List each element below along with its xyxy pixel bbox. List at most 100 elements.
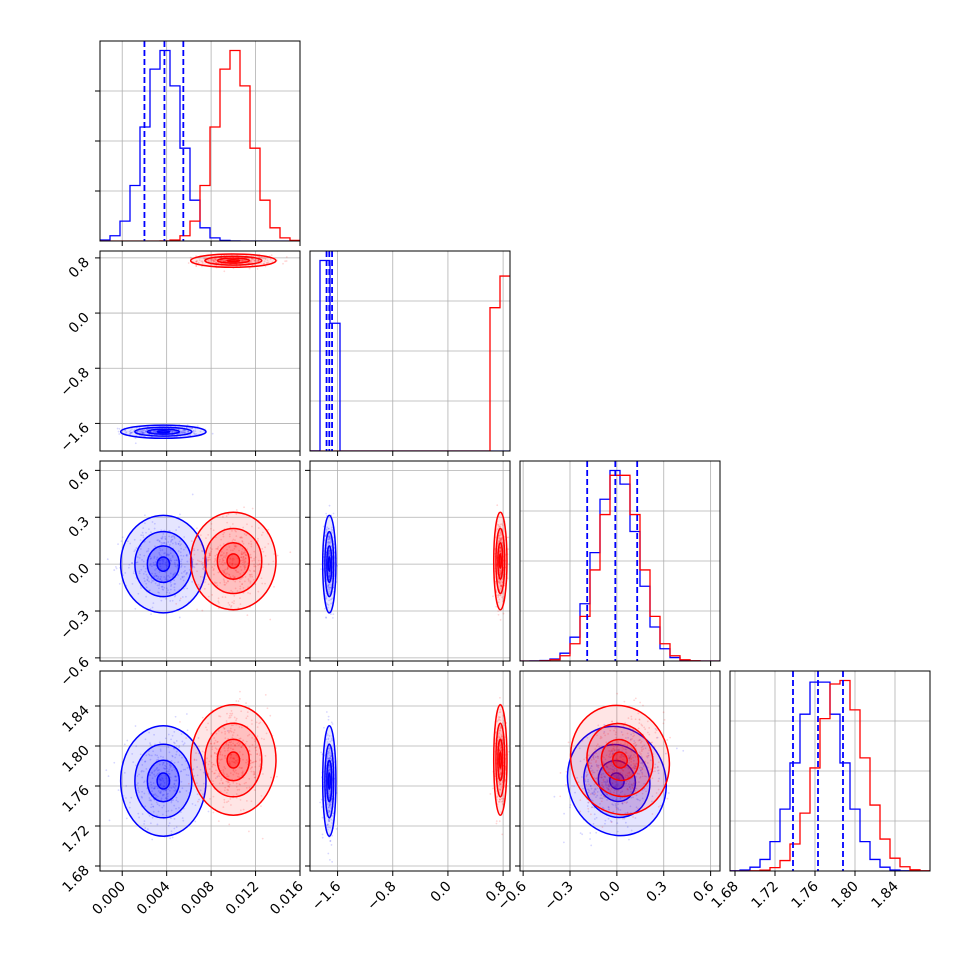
panel-2-0-point — [153, 575, 156, 578]
panel-3-2-point — [610, 821, 613, 824]
panel-3-2-point — [565, 783, 567, 786]
panel-1-0-point — [201, 265, 203, 268]
panel-1-0-point — [152, 431, 155, 434]
panel-1-0-point — [214, 259, 217, 261]
xtick-label-col-0-2: 0.008 — [178, 879, 218, 919]
panel-2-1-point — [326, 586, 329, 588]
panel-1-0-point — [212, 259, 214, 262]
panel-3-0-point — [211, 745, 214, 748]
panel-3-0-point — [159, 778, 161, 780]
panel-1-0-point — [125, 432, 127, 434]
panel-2-0-point — [152, 561, 155, 564]
panel-3-1-point — [328, 794, 331, 797]
panel-2-1-frame — [309, 460, 511, 662]
panel-2-0-points-series-2 — [175, 506, 292, 621]
panel-3-0-point — [240, 746, 243, 748]
panel-3-0-point — [162, 779, 165, 782]
panel-3-2-background — [520, 671, 720, 871]
panel-3-2-point — [618, 778, 621, 780]
panel-2-0-point — [171, 554, 174, 557]
panel-3-0-point — [175, 779, 178, 782]
panel-3-0-point — [185, 790, 188, 792]
panel-2-1-point — [499, 571, 502, 573]
panel-3-2-point — [632, 759, 635, 762]
panel-2-0-point — [226, 568, 229, 571]
panel-3-2-point — [657, 780, 660, 783]
panel-3-0-point — [259, 721, 262, 724]
panel-2-0-point — [168, 543, 171, 546]
panel-3-2-point — [611, 750, 614, 753]
panel-3-0-point — [175, 796, 178, 799]
panel-1-0-point — [129, 431, 132, 434]
panel-2-0-point — [236, 571, 238, 573]
panel-2-0-point — [208, 554, 211, 557]
panel-1-1-grid — [310, 251, 510, 456]
panel-2-1-point — [329, 598, 332, 601]
panel-3-0-point — [221, 782, 224, 785]
panel-3-2-point — [604, 758, 607, 761]
panel-2-0-point — [173, 572, 176, 575]
panel-1-0-point — [258, 256, 261, 259]
panel-3-2-point — [629, 786, 631, 788]
panel-2-0-point — [209, 554, 212, 557]
panel-3-0-point — [187, 774, 190, 777]
panel-3-1-point — [329, 840, 332, 843]
panel-2-0-point — [228, 573, 230, 576]
panel-1-0-point — [243, 259, 245, 262]
panel-3-2-point — [638, 718, 641, 721]
panel-2-0-point — [230, 606, 232, 608]
panel-2-1-point — [500, 540, 503, 543]
panel-2-0-point — [172, 573, 175, 576]
panel-2-0-point — [135, 547, 138, 549]
panel-3-0-point — [210, 742, 213, 745]
panel-2-0-point — [240, 536, 243, 538]
panel-2-0-point — [250, 573, 253, 576]
panel-3-1-point — [328, 796, 331, 799]
panel-3-0-point — [167, 733, 170, 736]
panel-2-0-point — [258, 563, 261, 566]
panel-3-2-point — [619, 765, 622, 768]
panel-2-0-point — [216, 584, 219, 587]
panel-2-0-point — [201, 567, 204, 570]
panel-3-0-point — [221, 754, 224, 756]
panel-3-0-point — [164, 737, 167, 740]
panel-3-0-point — [207, 722, 209, 725]
panel-2-0-point — [159, 562, 162, 565]
panel-1-0-point — [128, 430, 131, 433]
panel-3-2-point — [628, 772, 630, 775]
panel-2-0-point — [245, 534, 248, 537]
panel-1-0-point — [250, 257, 253, 260]
panel-3-0-point — [131, 752, 134, 755]
panel-3-0-point — [156, 758, 159, 761]
panel-2-0-point — [235, 513, 238, 515]
panel-1-0-point — [262, 257, 264, 260]
panel-2-0-point — [183, 575, 185, 578]
panel-2-0-point — [239, 565, 242, 568]
panel-2-1-point — [328, 535, 331, 538]
panel-3-0-point — [202, 793, 205, 796]
panel-2-0-point — [167, 574, 170, 577]
panel-3-1-point — [328, 735, 331, 737]
panel-3-1-point — [328, 764, 331, 767]
panel-2-0-point — [179, 513, 181, 516]
panel-2-0-point — [250, 556, 252, 559]
panel-1-0-point — [223, 260, 226, 263]
panel-3-0-point — [227, 781, 229, 784]
panel-3-0-point — [142, 770, 145, 773]
panel-2-0-point — [229, 557, 232, 560]
panel-3-2-point — [632, 766, 635, 769]
panel-2-0-point — [239, 597, 241, 600]
ytick-label-row-3-4: 1.84 — [59, 702, 92, 735]
panel-3-0-point — [154, 769, 156, 771]
panel-3-0-point — [222, 771, 225, 773]
panel-2-0-point — [180, 543, 183, 545]
panel-2-1-point — [328, 538, 330, 541]
panel-1-0-point — [248, 262, 250, 264]
panel-3-0-point — [156, 769, 159, 772]
panel-3-1-point — [330, 737, 333, 740]
panel-3-1-point — [501, 803, 504, 805]
panel-3-2-point — [642, 765, 645, 768]
panel-1-0-point — [257, 259, 260, 261]
panel-3-0-point — [158, 769, 160, 771]
panel-3-0-point — [143, 780, 146, 783]
